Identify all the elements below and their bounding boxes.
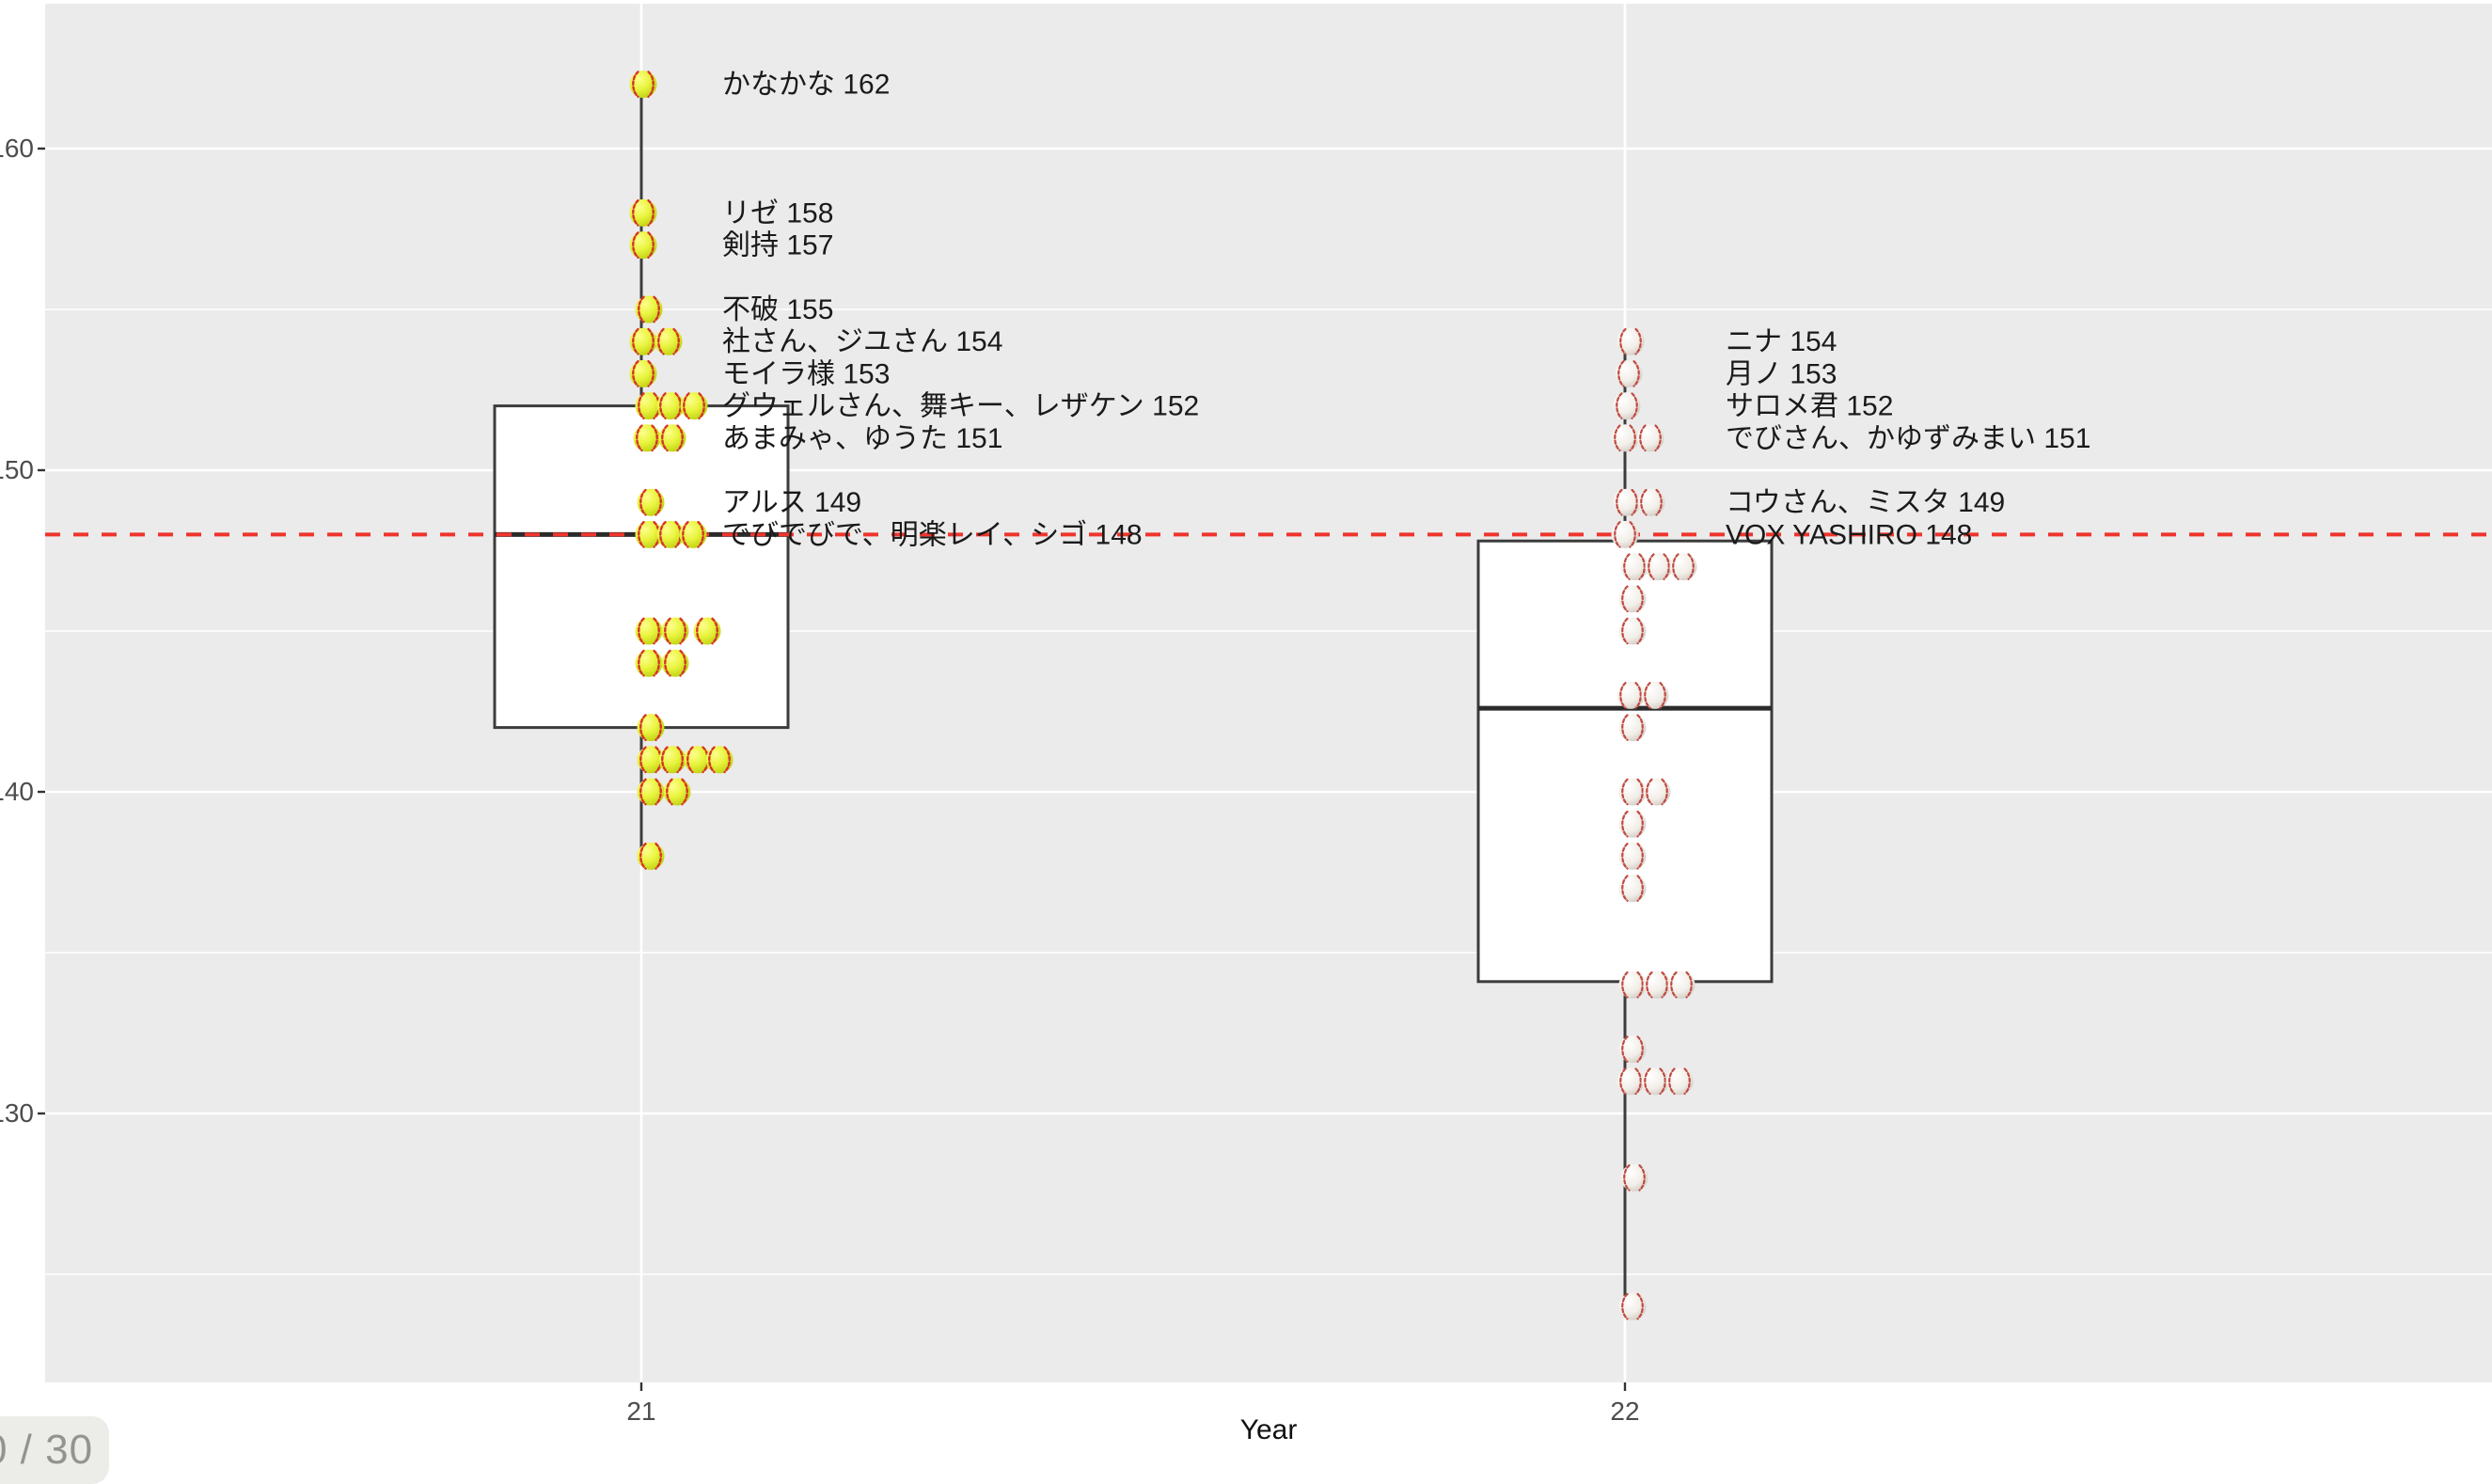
plot-panel [45,4,2492,1382]
softball-icon [636,841,666,872]
point-label: コウさん、ミスタ 149 [1726,487,2005,518]
point-label: モイラ様 153 [722,358,890,389]
baseball-icon [1614,358,1644,388]
boxplot-box [1476,539,1774,984]
softball-icon [634,648,664,678]
softball-icon [628,326,658,356]
y-axis-tick-label: 150 [0,455,34,484]
baseball-icon [1617,712,1648,743]
point-label: VOX YASHIRO 148 [1726,519,1972,550]
point-label: 剣持 157 [722,230,833,261]
point-label: 社さん、ジユさん 154 [722,326,1002,357]
baseball-icon [1635,423,1665,453]
point-label: あまみゃ、ゆうた 151 [722,423,1002,454]
baseball-icon [1640,680,1670,711]
point-label: 月ノ 153 [1726,358,1837,389]
baseball-icon [1617,970,1648,1000]
baseball-icon [1610,519,1640,550]
baseball-icon [1619,551,1649,582]
point-label: ニナ 154 [1726,326,1837,357]
baseball-icon [1617,1291,1648,1321]
softball-icon [660,648,690,678]
softball-icon [655,390,686,421]
softball-icon [704,745,734,775]
point-label: でびさん、かゆずみまい 151 [1726,423,2090,454]
point-label: でびでびで、明楽レイ、シゴ 148 [722,519,1143,550]
softball-icon [634,616,664,646]
baseball-icon [1642,777,1672,807]
baseball-icon [1664,1066,1695,1097]
page-counter-badge: 0 / 30 [0,1416,109,1484]
softball-icon [692,616,722,646]
softball-icon [657,745,687,775]
baseball-icon [1668,551,1698,582]
softball-icon [628,197,658,229]
baseball-icon [1617,809,1648,839]
baseball-icon [1619,1162,1649,1193]
baseball-icon [1617,584,1648,614]
softball-icon [662,777,692,807]
softball-icon [657,423,687,453]
softball-icon [636,777,666,807]
point-label: リゼ 158 [722,197,833,229]
baseball-icon [1612,391,1642,421]
point-label: サロメ君 152 [1726,391,1893,422]
baseball-icon [1636,487,1666,517]
baseball-icon [1616,1066,1646,1097]
softball-icon [654,326,684,356]
baseball-icon [1666,970,1696,1000]
baseball-icon [1610,423,1640,453]
page-counter-text: 0 / 30 [0,1427,94,1473]
y-axis-tick-label: 140 [0,777,34,806]
x-axis-title: Year [1239,1414,1298,1445]
softball-icon [636,712,666,743]
baseball-icon [1616,680,1646,711]
point-label: アルス 149 [722,487,861,518]
y-axis-tick-label: 160 [0,134,34,163]
x-axis-tick-label: 22 [1610,1397,1639,1426]
baseball-icon [1640,1066,1670,1097]
baseball-icon [1642,970,1672,1000]
point-label: 不破 155 [722,294,833,325]
softball-icon [636,487,666,517]
softball-icon [679,390,709,421]
softball-icon [628,69,658,100]
baseball-icon [1612,487,1642,517]
baseball-icon [1617,616,1648,646]
softball-icon [634,294,664,324]
softball-icon [660,616,690,646]
point-label: かなかな 162 [722,70,890,101]
boxplot-box [493,404,790,730]
x-axis-tick-label: 21 [626,1397,655,1426]
baseball-icon [1617,873,1648,904]
softball-icon [678,519,708,550]
softball-icon [628,229,658,260]
baseball-icon [1617,841,1648,872]
baseball-icon [1617,777,1648,807]
y-axis-tick-label: 130 [0,1098,34,1128]
baseball-icon [1616,326,1646,356]
baseball-icon [1644,551,1674,582]
point-label: グウェルさん、舞キー、レザケン 152 [722,391,1199,422]
softball-icon [628,358,658,389]
baseball-icon [1617,1034,1648,1065]
softball-icon [632,423,662,453]
